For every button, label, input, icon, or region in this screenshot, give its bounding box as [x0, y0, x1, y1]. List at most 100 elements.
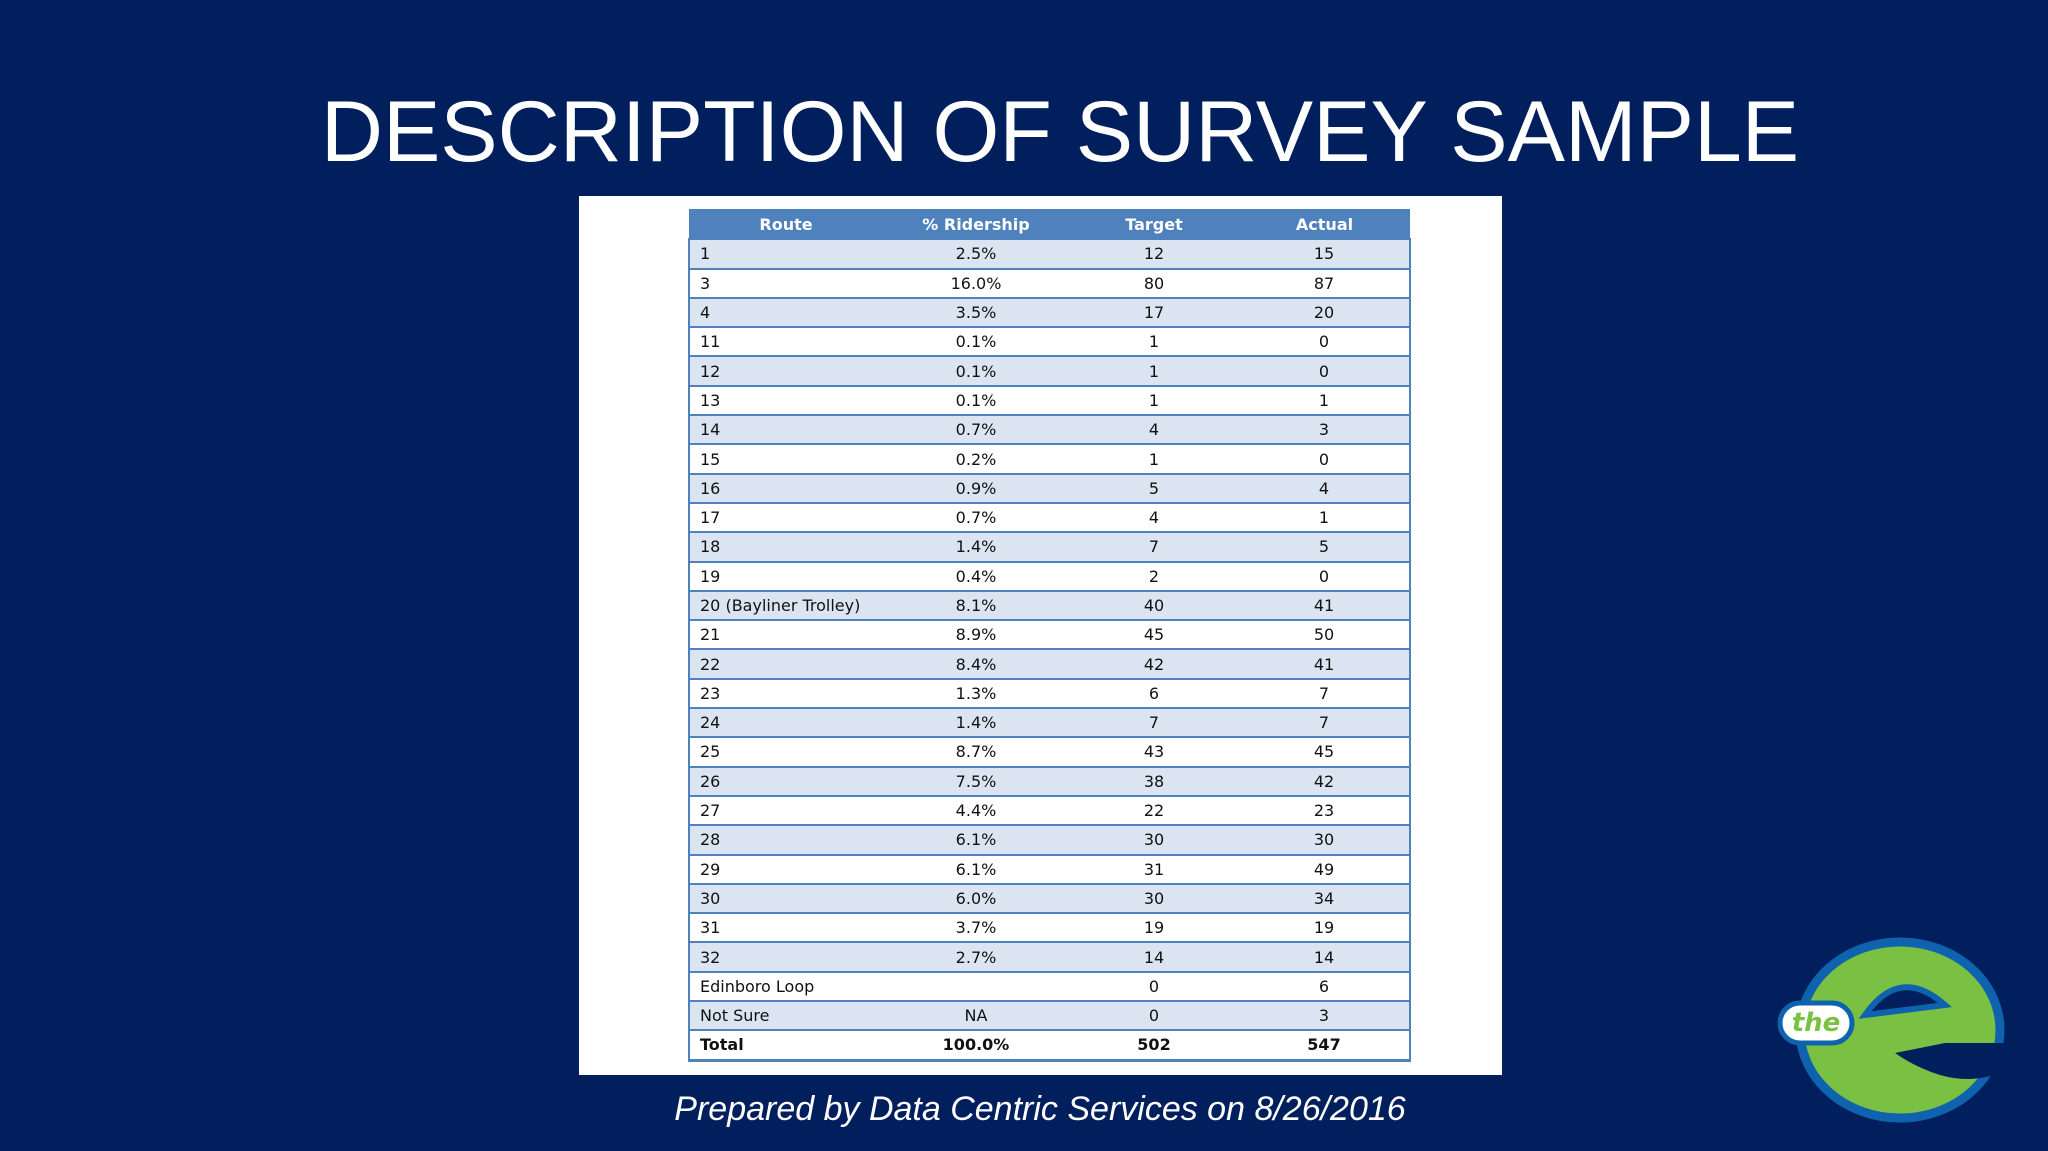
table-row: Not Sure NA 0 3 [688, 1000, 1411, 1031]
table-cell: 2.7% [883, 941, 1069, 973]
table-cell: 34 [1239, 882, 1411, 914]
table-cell: 1.4% [883, 707, 1069, 738]
table-cell: 0.1% [883, 355, 1069, 387]
table-cell: 31 [688, 912, 883, 943]
table-cell: 30 [1069, 824, 1239, 856]
table-row: 18 1.4% 7 5 [688, 531, 1411, 563]
table-cell: 41 [1239, 589, 1411, 621]
table-cell: 8.9% [883, 619, 1069, 650]
table-cell: 8.4% [883, 648, 1069, 680]
table-cell: 31 [1069, 853, 1239, 885]
table-cell: 12 [688, 355, 883, 387]
table-cell: 0.4% [883, 560, 1069, 592]
table-cell: 5 [1069, 472, 1239, 504]
table-cell: 3 [1239, 1000, 1411, 1031]
table-cell: 8.7% [883, 736, 1069, 768]
table-cell: 4 [1069, 501, 1239, 533]
table-cell: 15 [1239, 238, 1411, 270]
table-cell: 1 [1069, 355, 1239, 387]
logo-e-notch [1895, 1043, 2005, 1079]
logo-text: the [1792, 1008, 1841, 1038]
table-cell: 45 [1239, 736, 1411, 768]
table-cell: 13 [688, 384, 883, 416]
table-row: 14 0.7% 4 3 [688, 414, 1411, 445]
table-row: 24 1.4% 7 7 [688, 707, 1411, 738]
table-cell: 6.0% [883, 882, 1069, 914]
total-cell: 547 [1239, 1029, 1411, 1062]
header-row: Route% Ridership Target Actual [689, 208, 1410, 240]
table-row: 12 0.1% 1 0 [688, 355, 1411, 387]
table-cell: 30 [1069, 882, 1239, 914]
logo-e-eye [1858, 984, 1952, 1019]
header-cell: Actual [1239, 208, 1410, 240]
table-row: Edinboro Loop 0 6 [688, 970, 1411, 1002]
table-cell: 6 [1069, 677, 1239, 709]
table-cell: 2.5% [883, 238, 1069, 270]
table-cell: 1.3% [883, 677, 1069, 709]
table-cell: 3 [1239, 414, 1411, 445]
table-row: 17 0.7% 4 1 [688, 501, 1411, 533]
survey-table: Route% Ridership Target Actual 1 2.5% 12 15 3 1… [688, 208, 1411, 1062]
table-cell: 0.9% [883, 472, 1069, 504]
table-cell: 4 [1069, 414, 1239, 445]
table-cell: 14 [688, 414, 883, 445]
table-cell: 4.4% [883, 794, 1069, 826]
table-row: 23 1.3% 6 7 [688, 677, 1411, 709]
table-cell: 7 [1069, 707, 1239, 738]
table-cell: 1 [1069, 384, 1239, 416]
table-row: 21 8.9% 45 50 [688, 619, 1411, 650]
table-cell: 23 [1239, 794, 1411, 826]
table-cell: Edinboro Loop [688, 970, 883, 1002]
table-cell: 80 [1069, 267, 1239, 299]
table-cell: 7 [1239, 707, 1411, 738]
table-row: 28 6.1% 30 30 [688, 824, 1411, 856]
slide-title: DESCRIPTION OF SURVEY SAMPLE [320, 84, 1800, 180]
table-row: 25 8.7% 43 45 [688, 736, 1411, 768]
table-cell: 1 [1069, 326, 1239, 357]
table-cell: 1 [1239, 501, 1411, 533]
table-cell: 32 [688, 941, 883, 973]
table-cell: 49 [1239, 853, 1411, 885]
table-cell: 0 [1069, 970, 1239, 1002]
table-cell: 27 [688, 794, 883, 826]
table-cell: 43 [1069, 736, 1239, 768]
table-row: 3 16.0% 80 87 [688, 267, 1411, 299]
table-cell: Not Sure [688, 1000, 883, 1031]
header-cell: % Ridership [883, 208, 1069, 240]
table-cell: 41 [1239, 648, 1411, 680]
table-cell: 17 [1069, 296, 1239, 328]
table-cell: 20 (Bayliner Trolley) [688, 589, 883, 621]
table-cell: 0.1% [883, 326, 1069, 357]
table-cell: NA [883, 1000, 1069, 1031]
table-row: 11 0.1% 1 0 [688, 326, 1411, 357]
table-cell: 6.1% [883, 853, 1069, 885]
table-cell: 50 [1239, 619, 1411, 650]
table-cell: 1.4% [883, 531, 1069, 563]
total-row: Total 100.0% 502 547 [688, 1029, 1411, 1062]
table-panel: Route% Ridership Target Actual 1 2.5% 12 15 3 1… [579, 196, 1502, 1075]
table-cell: 17 [688, 501, 883, 533]
table-cell: 19 [1069, 912, 1239, 943]
table-cell: 0.1% [883, 384, 1069, 416]
table-cell: 2 [1069, 560, 1239, 592]
table-row: 19 0.4% 2 0 [688, 560, 1411, 592]
table-cell: 19 [1239, 912, 1411, 943]
logo: the [1777, 937, 2005, 1123]
table-row: 31 3.7% 19 19 [688, 912, 1411, 943]
table-cell: 22 [688, 648, 883, 680]
total-cell: Total [688, 1029, 883, 1062]
header-cell: Target [1069, 208, 1239, 240]
table-cell: 30 [688, 882, 883, 914]
table-cell: 7 [1069, 531, 1239, 563]
table-cell: 25 [688, 736, 883, 768]
table-cell: 45 [1069, 619, 1239, 650]
table-cell: 1 [688, 238, 883, 270]
table-cell: 15 [688, 443, 883, 475]
table-cell: 22 [1069, 794, 1239, 826]
table-row: 27 4.4% 22 23 [688, 794, 1411, 826]
table-row: 13 0.1% 1 1 [688, 384, 1411, 416]
table-row: 15 0.2% 1 0 [688, 443, 1411, 475]
table-cell: 6 [1239, 970, 1411, 1002]
table-cell: 0.2% [883, 443, 1069, 475]
table-cell: 16 [688, 472, 883, 504]
